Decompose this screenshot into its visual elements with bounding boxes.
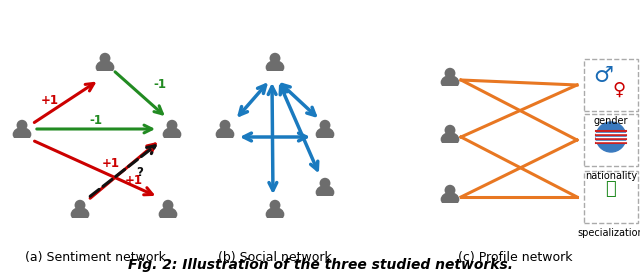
Circle shape — [269, 53, 280, 64]
Circle shape — [166, 120, 177, 131]
Text: (a) Sentiment network: (a) Sentiment network — [24, 251, 165, 265]
Circle shape — [319, 178, 330, 189]
Text: ♀: ♀ — [612, 81, 625, 99]
FancyBboxPatch shape — [584, 171, 638, 223]
Circle shape — [17, 120, 28, 131]
FancyBboxPatch shape — [161, 138, 183, 146]
Circle shape — [269, 200, 280, 211]
Circle shape — [445, 125, 456, 136]
Circle shape — [163, 200, 173, 211]
Text: 🏃: 🏃 — [605, 180, 616, 198]
Ellipse shape — [440, 192, 460, 207]
Ellipse shape — [266, 207, 284, 221]
Circle shape — [445, 185, 456, 196]
Circle shape — [445, 68, 456, 79]
Ellipse shape — [316, 185, 334, 200]
Text: +1: +1 — [125, 174, 143, 186]
Text: specialization: specialization — [578, 228, 640, 238]
Ellipse shape — [163, 127, 181, 141]
Circle shape — [100, 53, 111, 64]
Ellipse shape — [440, 132, 460, 146]
FancyBboxPatch shape — [584, 114, 638, 166]
Text: (b) Social network: (b) Social network — [218, 251, 332, 265]
Text: +1: +1 — [102, 157, 120, 170]
Text: nationality: nationality — [585, 171, 637, 181]
Text: Fig. 2: Illustration of the three studied networks.: Fig. 2: Illustration of the three studie… — [127, 258, 513, 272]
FancyBboxPatch shape — [157, 218, 179, 226]
FancyBboxPatch shape — [314, 196, 336, 204]
Text: (c) Profile network: (c) Profile network — [458, 251, 572, 265]
FancyBboxPatch shape — [439, 86, 461, 94]
FancyBboxPatch shape — [11, 138, 33, 146]
Ellipse shape — [316, 127, 334, 141]
FancyBboxPatch shape — [314, 138, 336, 146]
FancyBboxPatch shape — [264, 218, 286, 226]
Ellipse shape — [440, 75, 460, 90]
Text: ?: ? — [136, 165, 143, 179]
Ellipse shape — [95, 60, 115, 74]
FancyBboxPatch shape — [264, 71, 286, 79]
FancyBboxPatch shape — [68, 218, 92, 226]
FancyBboxPatch shape — [584, 59, 638, 111]
Ellipse shape — [13, 127, 31, 141]
FancyBboxPatch shape — [94, 71, 116, 79]
FancyBboxPatch shape — [214, 138, 236, 146]
Circle shape — [74, 200, 86, 211]
Circle shape — [220, 120, 230, 131]
Text: gender: gender — [594, 116, 628, 126]
Ellipse shape — [70, 207, 90, 221]
Ellipse shape — [159, 207, 177, 221]
FancyBboxPatch shape — [439, 143, 461, 151]
Circle shape — [596, 122, 626, 152]
Text: -1: -1 — [90, 113, 102, 127]
Ellipse shape — [216, 127, 234, 141]
Circle shape — [319, 120, 330, 131]
Text: ♂: ♂ — [593, 66, 613, 86]
Text: +1: +1 — [40, 94, 58, 106]
Text: -1: -1 — [154, 78, 166, 90]
FancyBboxPatch shape — [439, 203, 461, 211]
Ellipse shape — [266, 60, 284, 74]
